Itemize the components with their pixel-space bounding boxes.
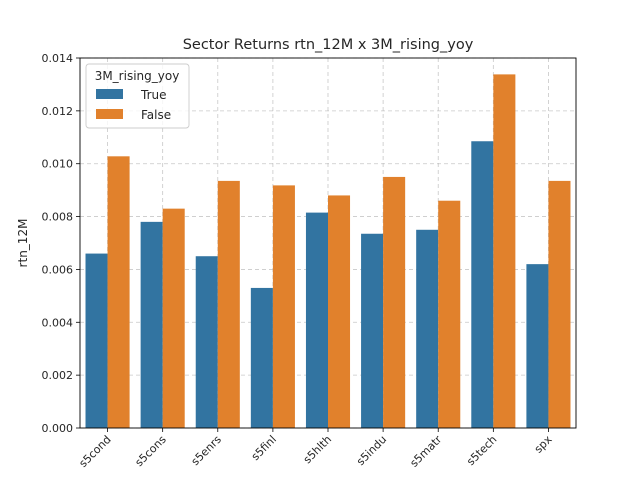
bar-false-s5cons — [162, 208, 185, 428]
bar-true-s5tech — [471, 141, 494, 428]
legend-swatch-true — [96, 89, 123, 99]
bar-false-s5enrs — [217, 180, 240, 428]
y-tick-label: 0.006 — [42, 263, 74, 276]
legend-label-false: False — [141, 108, 171, 122]
bar-true-s5cons — [140, 221, 163, 428]
x-axis: s5cond s5cons s5enrs s5finl s5hlth s5indu s5ma… — [77, 428, 555, 470]
x-tick-label: s5finl — [249, 433, 279, 463]
x-tick-label: s5tech — [464, 433, 499, 468]
legend-swatch-false — [96, 109, 123, 119]
bar-true-s5matr — [416, 229, 439, 428]
x-tick-label: s5hlth — [301, 433, 334, 466]
y-tick-label: 0.012 — [42, 105, 74, 118]
bar-true-s5hlth — [305, 212, 328, 428]
bar-false-s5tech — [493, 74, 516, 428]
bar-true-s5finl — [250, 287, 273, 428]
bar-false-s5hlth — [328, 195, 351, 428]
x-tick-label: s5indu — [354, 433, 389, 468]
y-tick-label: 0.014 — [42, 52, 74, 65]
bars — [85, 74, 571, 429]
x-tick-label: s5cons — [133, 433, 169, 469]
y-tick-label: 0.010 — [42, 158, 74, 171]
legend-items: True False — [96, 88, 171, 122]
y-tick-label: 0.002 — [42, 369, 74, 382]
bar-false-s5cond — [107, 156, 130, 429]
bar-true-s5enrs — [195, 256, 218, 428]
y-axis-label: rtn_12M — [16, 219, 30, 268]
bar-false-s5indu — [383, 176, 406, 428]
legend-title: 3M_rising_yoy — [95, 69, 180, 83]
bar-false-s5finl — [272, 185, 295, 428]
x-tick-label: spx — [532, 433, 555, 456]
x-tick-label: s5cond — [77, 433, 114, 470]
bar-true-s5cond — [85, 253, 108, 428]
legend-label-true: True — [140, 88, 167, 102]
legend: 3M_rising_yoy True False — [85, 63, 190, 129]
bar-true-s5indu — [361, 233, 384, 428]
y-tick-label: 0.000 — [42, 422, 74, 435]
y-tick-label: 0.008 — [42, 211, 74, 224]
y-axis: 0.000 0.002 0.004 0.006 0.008 0.010 0.012 0.014 — [42, 52, 80, 435]
y-tick-label: 0.004 — [42, 316, 74, 329]
x-tick-label: s5matr — [408, 433, 445, 470]
x-tick-label: s5enrs — [189, 433, 224, 468]
bar-false-spx — [548, 180, 571, 428]
chart-title: Sector Returns rtn_12M x 3M_rising_yoy — [183, 37, 474, 53]
bar-true-spx — [526, 264, 549, 428]
bar-false-s5matr — [438, 200, 461, 428]
